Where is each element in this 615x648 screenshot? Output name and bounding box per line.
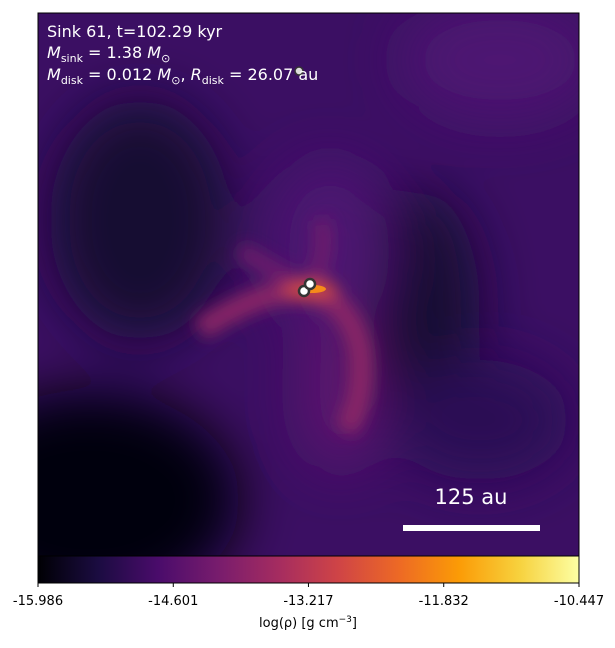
colorbar — [37, 555, 580, 584]
scale-bar-label: 125 au — [435, 485, 508, 509]
tick-label: -11.832 — [419, 594, 469, 609]
colorbar-label: log(ρ) [g cm−3] — [259, 615, 357, 631]
density-map — [38, 13, 579, 556]
annotation-line: Msink = 1.38 M⊙ — [47, 43, 170, 65]
annotations: Sink 61, t=102.29 kyr Msink = 1.38 M⊙ Md… — [47, 22, 507, 509]
annotation-line: Mdisk = 0.012 M⊙, Rdisk = 26.07 au — [47, 65, 318, 87]
tick-label: -13.217 — [283, 594, 333, 609]
tick-label: -14.601 — [148, 594, 198, 609]
tick-label: -15.986 — [13, 594, 63, 609]
tick-label: -10.447 — [554, 594, 604, 609]
annotation-line: Sink 61, t=102.29 kyr — [47, 22, 223, 41]
